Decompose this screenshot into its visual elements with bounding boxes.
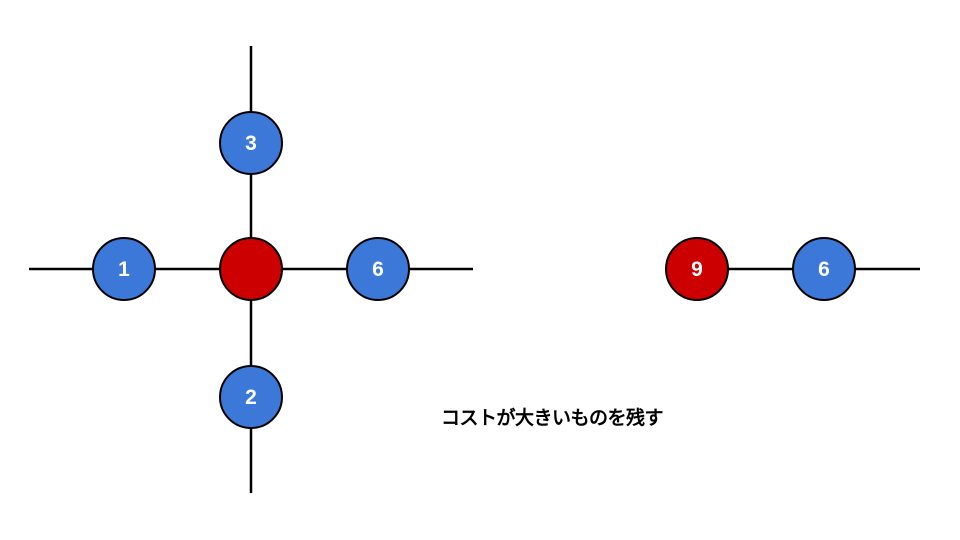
node-bottom: 2 — [219, 365, 283, 429]
node-neighbor-circle — [792, 237, 856, 301]
node-left-label: 1 — [118, 258, 130, 281]
node-neighbor-label: 6 — [818, 258, 830, 281]
node-right-label: 6 — [372, 258, 384, 281]
node-center-circle — [219, 237, 283, 301]
node-right: 6 — [346, 237, 410, 301]
node-left: 1 — [92, 237, 156, 301]
node-bottom-label: 2 — [245, 386, 257, 409]
node-right-circle — [346, 237, 410, 301]
node-top-label: 3 — [245, 132, 257, 155]
node-left-circle — [92, 237, 156, 301]
node-merged-circle — [665, 237, 729, 301]
node-bottom-circle — [219, 365, 283, 429]
node-merged-label: 9 — [691, 258, 703, 281]
node-merged: 9 — [665, 237, 729, 301]
node-center — [219, 237, 283, 301]
node-neighbor: 6 — [792, 237, 856, 301]
node-top: 3 — [219, 111, 283, 175]
node-top-circle — [219, 111, 283, 175]
caption-text: コストが大きいものを残す — [441, 407, 664, 429]
